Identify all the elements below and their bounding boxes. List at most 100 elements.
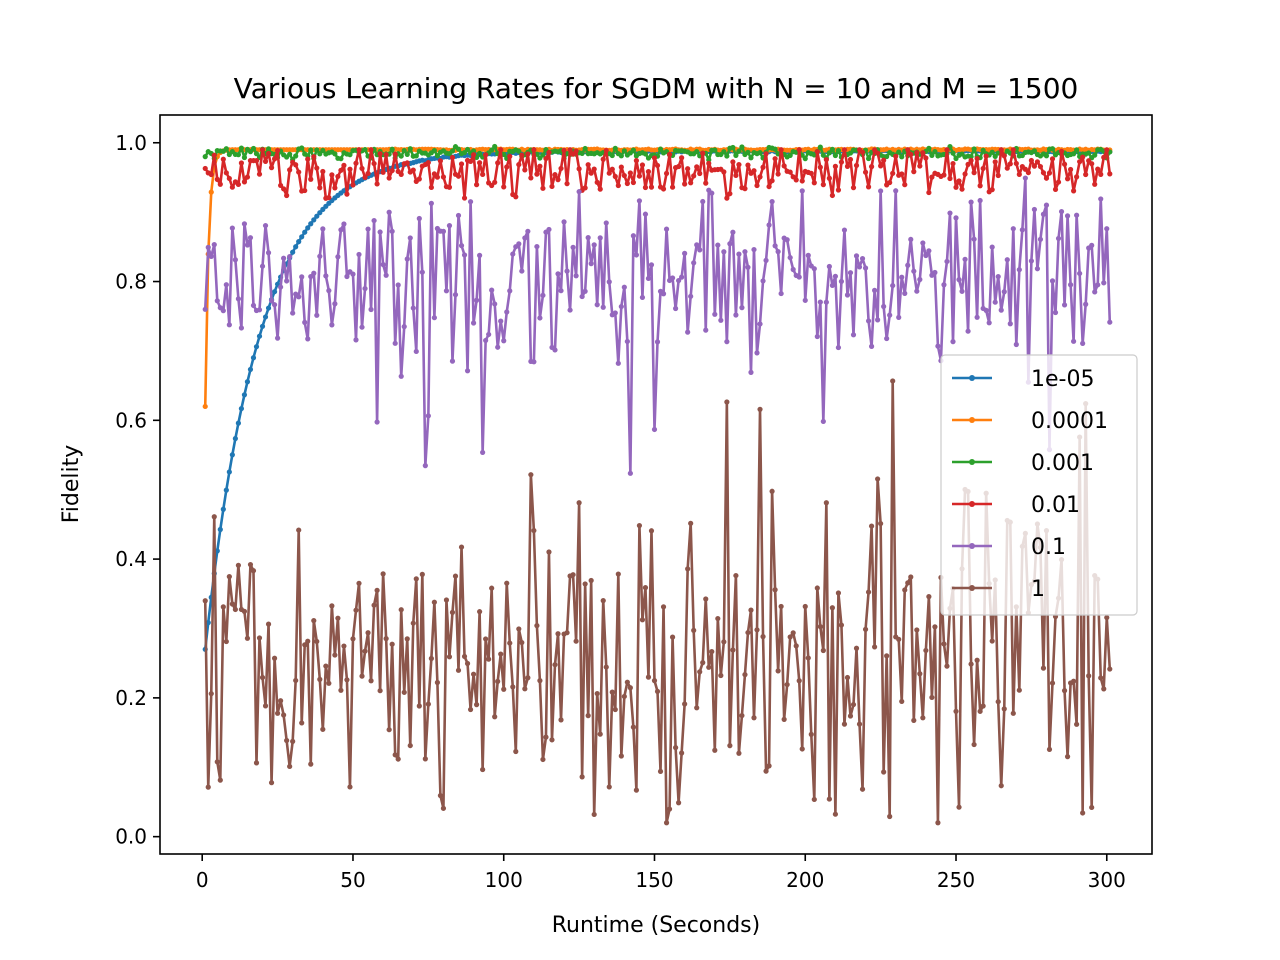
data-point [630, 179, 636, 186]
data-point [308, 147, 314, 153]
x-tick-label: 150 [635, 868, 673, 892]
data-point [353, 160, 359, 166]
data-point [374, 181, 380, 187]
data-point [555, 271, 561, 277]
data-point [353, 607, 359, 613]
data-point [244, 174, 251, 180]
data-point [772, 146, 778, 152]
data-point [470, 320, 477, 326]
data-point [265, 621, 272, 627]
data-point [715, 242, 721, 248]
data-point [401, 324, 407, 330]
data-point [567, 147, 573, 153]
data-point [211, 152, 217, 158]
data-point [371, 160, 377, 167]
data-point [612, 173, 618, 180]
data-point [389, 167, 395, 174]
data-point [1104, 226, 1110, 232]
legend-swatch-marker [969, 585, 975, 591]
data-point [992, 153, 998, 160]
data-point [784, 681, 790, 688]
data-point [778, 290, 784, 297]
data-point [561, 219, 567, 225]
data-point [407, 146, 413, 152]
data-point [977, 197, 983, 204]
data-point [250, 568, 257, 574]
data-point [519, 268, 525, 274]
data-point [594, 690, 600, 697]
data-point [371, 602, 377, 608]
data-point [543, 155, 549, 162]
data-point [745, 264, 751, 270]
data-point [682, 181, 688, 187]
data-point [1104, 147, 1110, 153]
data-point [474, 297, 480, 303]
data-point [359, 324, 365, 330]
data-point [383, 636, 389, 642]
legend-item: 1 [952, 577, 1045, 602]
data-point [691, 260, 697, 266]
data-point [522, 686, 528, 692]
data-point [268, 298, 275, 304]
data-point [443, 288, 450, 294]
data-point [633, 787, 640, 793]
data-point [534, 243, 540, 250]
data-point [727, 191, 733, 197]
data-point [362, 648, 368, 654]
data-point [660, 291, 667, 297]
data-point [817, 299, 823, 305]
data-point [522, 235, 528, 241]
y-tick-label: 0.8 [115, 270, 147, 294]
data-point [241, 221, 248, 227]
data-point [829, 605, 835, 611]
data-point [624, 180, 630, 187]
data-point [808, 170, 814, 176]
y-tick-label: 0.2 [115, 686, 147, 710]
data-point [872, 287, 878, 293]
data-point [1016, 687, 1022, 693]
data-point [398, 373, 404, 379]
data-point [630, 233, 636, 239]
data-point [353, 337, 359, 343]
data-point [332, 652, 338, 658]
data-point [606, 170, 612, 176]
data-point [1046, 170, 1053, 176]
data-point [470, 148, 477, 154]
data-point [464, 146, 471, 153]
data-point [600, 304, 606, 310]
data-point [841, 147, 848, 153]
data-point [413, 576, 419, 582]
data-point [766, 763, 772, 769]
data-point [648, 184, 655, 190]
data-point [226, 574, 232, 580]
data-point [214, 176, 220, 182]
data-point [389, 641, 395, 647]
data-point [624, 679, 630, 685]
data-point [271, 655, 278, 661]
data-point [317, 676, 323, 682]
data-point [826, 150, 832, 156]
data-point [790, 630, 796, 636]
data-point [434, 679, 440, 686]
data-point [431, 147, 437, 154]
data-point [905, 580, 911, 586]
data-point [287, 763, 293, 770]
data-point [787, 169, 793, 175]
data-point [350, 271, 356, 277]
data-point [917, 671, 923, 677]
data-point [525, 151, 531, 157]
data-point [365, 226, 371, 232]
data-point [838, 622, 845, 628]
data-point [739, 712, 745, 719]
data-point [1028, 157, 1034, 164]
data-point [615, 360, 621, 366]
data-point [323, 663, 329, 669]
data-point [697, 669, 703, 675]
data-point [844, 292, 851, 298]
data-point [829, 192, 835, 199]
data-point [549, 183, 555, 190]
data-point [1064, 176, 1071, 182]
data-point [428, 184, 434, 191]
data-point [817, 164, 823, 170]
data-point [317, 185, 323, 191]
